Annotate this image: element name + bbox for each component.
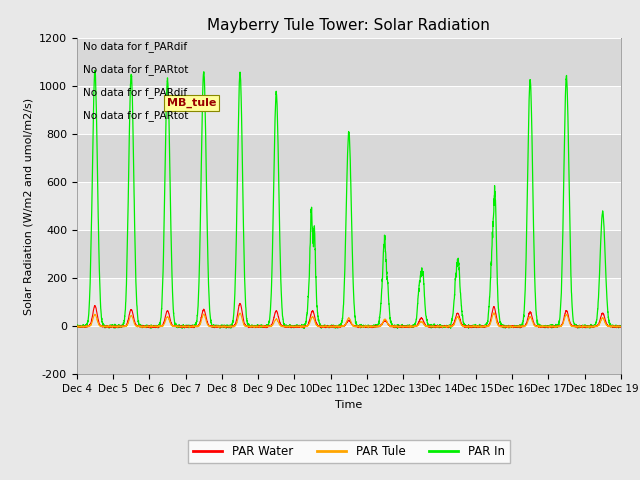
Bar: [77, 326, 621, 374]
Bar: [77, 38, 621, 86]
Bar: [77, 278, 621, 326]
Text: No data for f_PARtot: No data for f_PARtot: [83, 110, 189, 121]
Text: No data for f_PARdif: No data for f_PARdif: [83, 41, 188, 52]
Title: Mayberry Tule Tower: Solar Radiation: Mayberry Tule Tower: Solar Radiation: [207, 18, 490, 33]
Bar: [77, 86, 621, 134]
Text: No data for f_PARtot: No data for f_PARtot: [83, 64, 189, 75]
Text: No data for f_PARdif: No data for f_PARdif: [83, 87, 188, 98]
Legend: PAR Water, PAR Tule, PAR In: PAR Water, PAR Tule, PAR In: [188, 440, 509, 463]
X-axis label: Time: Time: [335, 400, 362, 409]
Bar: [77, 134, 621, 182]
Bar: [77, 230, 621, 278]
Bar: [77, 182, 621, 230]
Y-axis label: Solar Radiation (W/m2 and umol/m2/s): Solar Radiation (W/m2 and umol/m2/s): [24, 98, 33, 315]
Text: MB_tule: MB_tule: [166, 97, 216, 108]
